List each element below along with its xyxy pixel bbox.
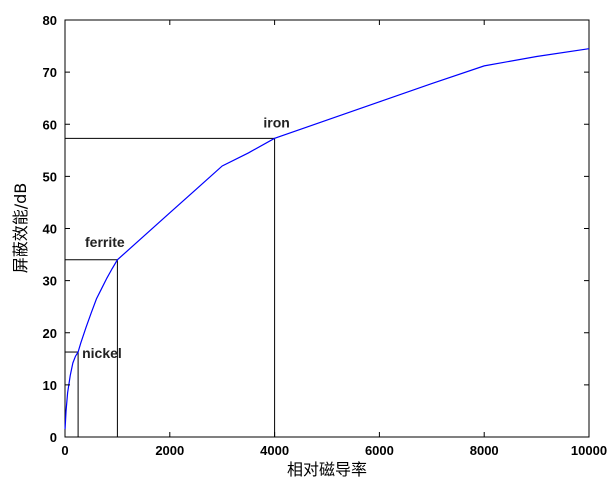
x-tick-label: 10000: [571, 443, 607, 458]
x-axis: 0 2000 4000 6000 8000 10000: [61, 20, 607, 458]
y-axis: 0 10 20 30 40 50 60 70 80: [43, 13, 589, 445]
annotation-label-ferrite: ferrite: [85, 234, 125, 250]
annotation-label-iron: iron: [263, 114, 289, 130]
x-tick-label: 2000: [155, 443, 184, 458]
y-tick-label: 70: [43, 65, 57, 80]
annotations: nickel ferrite iron: [82, 114, 290, 361]
y-tick-label: 60: [43, 117, 57, 132]
y-tick-label: 10: [43, 378, 57, 393]
x-tick-label: 0: [61, 443, 68, 458]
y-axis-label: 屏蔽效能/dB: [11, 183, 30, 274]
x-tick-label: 8000: [470, 443, 499, 458]
annotation-guides: [65, 137, 276, 437]
x-tick-label: 4000: [260, 443, 289, 458]
plot-area: [64, 19, 590, 438]
y-tick-label: 80: [43, 13, 57, 28]
x-axis-label: 相对磁导率: [287, 460, 367, 479]
y-tick-label: 30: [43, 274, 57, 289]
x-tick-label: 6000: [365, 443, 394, 458]
y-tick-label: 0: [50, 430, 57, 445]
annotation-label-nickel: nickel: [82, 345, 122, 361]
y-tick-label: 20: [43, 326, 57, 341]
y-tick-label: 40: [43, 222, 57, 237]
series-layer: [64, 48, 590, 430]
y-tick-label: 50: [43, 169, 57, 184]
series-line: [64, 48, 590, 430]
